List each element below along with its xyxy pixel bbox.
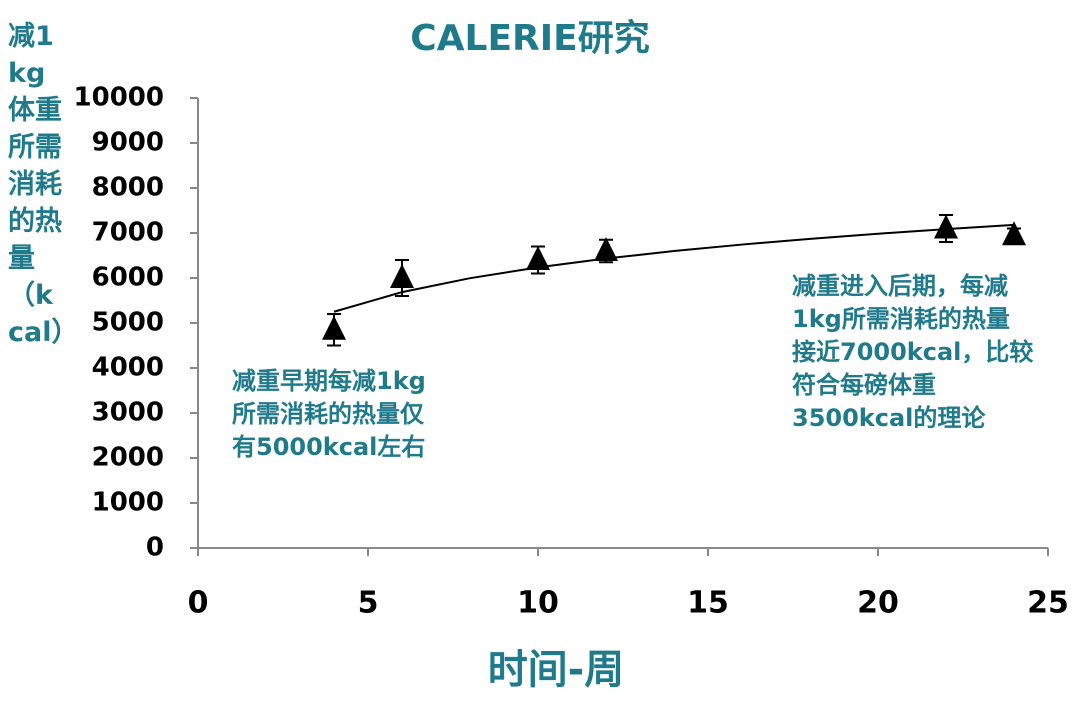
- y-tick-label: 9000: [92, 128, 164, 158]
- point: [1002, 221, 1026, 246]
- y-tick-label: 3000: [92, 398, 164, 428]
- x-tick-label: 25: [1027, 586, 1069, 621]
- y-tick-label: 8000: [92, 173, 164, 203]
- chart-title: CALERIE研究: [410, 18, 650, 59]
- annotation: 1kg所需消耗的热量: [792, 305, 1010, 333]
- point: [934, 214, 958, 239]
- x-tick-label: 0: [188, 586, 209, 621]
- x-tick-label: 20: [857, 586, 899, 621]
- x-tick-label: 15: [687, 586, 729, 621]
- x-tick-label: 10: [517, 586, 559, 621]
- y-tick-label: 4000: [92, 353, 164, 383]
- annotation: 接近7000kcal，比较: [792, 338, 1033, 366]
- annotation: 有5000kcal左右: [232, 433, 425, 461]
- trend-line: [333, 223, 1015, 313]
- y-tick-label: 1000: [92, 488, 164, 518]
- y-axis-label: 减1kg体重所需消耗的热量（kcal）: [8, 21, 79, 348]
- annotation: 减重进入后期，每减: [792, 272, 1008, 300]
- annotation: 减重早期每减1kg: [232, 367, 426, 395]
- point: [322, 315, 346, 340]
- y-tick-label: 7000: [92, 218, 164, 248]
- annotation: 符合每磅体重: [792, 371, 936, 399]
- x-tick-label: 5: [358, 586, 379, 621]
- annotation: 所需消耗的热量仅: [232, 400, 425, 428]
- y-tick-label: 5000: [92, 308, 164, 338]
- x-axis-label: 时间-周: [488, 647, 625, 693]
- y-tick-label: 0: [146, 533, 164, 563]
- point: [390, 264, 414, 288]
- point: [526, 246, 550, 270]
- y-tick-label: 6000: [92, 263, 164, 293]
- point: [594, 237, 618, 261]
- y-tick-label: 2000: [92, 443, 164, 473]
- y-tick-label: 10000: [74, 83, 164, 113]
- annotation: 3500kcal的理论: [792, 404, 986, 432]
